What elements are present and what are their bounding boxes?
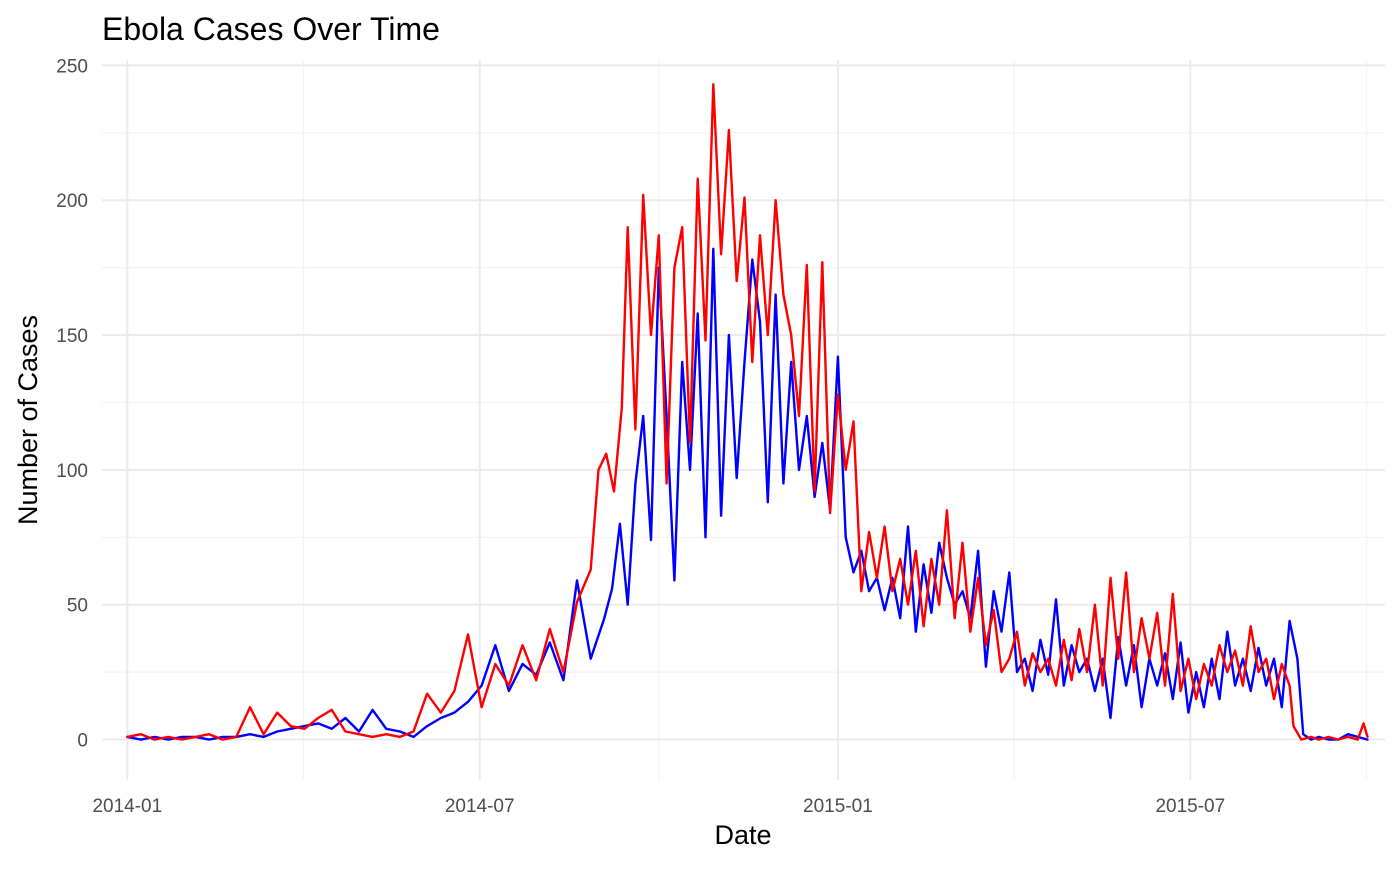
y-tick-label: 50: [67, 596, 88, 617]
series-layer: [126, 83, 1369, 741]
y-tick-label: 0: [77, 731, 88, 752]
y-tick-label: 150: [56, 326, 88, 347]
x-axis-tick-labels: 2014-01 2014-07 2015-01 2015-07: [92, 796, 1225, 817]
x-tick-label: 2015-07: [1155, 796, 1225, 817]
series-line-red: [126, 83, 1369, 741]
y-axis-tick-labels: 0 50 100 150 200 250: [56, 56, 88, 751]
y-tick-label: 200: [56, 191, 88, 212]
series-line-blue: [126, 247, 1369, 741]
x-tick-label: 2015-01: [803, 796, 873, 817]
x-axis-label: Date: [714, 820, 771, 850]
minor-gridlines: [102, 60, 1385, 780]
chart-title: Ebola Cases Over Time: [102, 11, 440, 47]
x-tick-label: 2014-07: [445, 796, 515, 817]
y-tick-label: 100: [56, 461, 88, 482]
y-axis-label: Number of Cases: [13, 315, 43, 525]
y-tick-label: 250: [56, 56, 88, 77]
x-tick-label: 2014-01: [92, 796, 162, 817]
